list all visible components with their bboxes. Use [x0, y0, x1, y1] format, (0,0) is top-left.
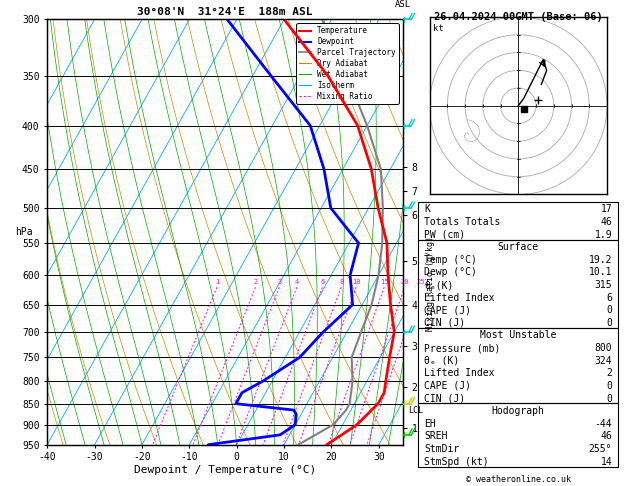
X-axis label: Dewpoint / Temperature (°C): Dewpoint / Temperature (°C)	[134, 465, 316, 475]
Text: 10.1: 10.1	[589, 267, 612, 278]
Text: CAPE (J): CAPE (J)	[425, 381, 471, 391]
Text: Pressure (mb): Pressure (mb)	[425, 343, 501, 353]
Text: 8: 8	[339, 279, 343, 285]
Text: 14: 14	[601, 456, 612, 467]
Text: 324: 324	[594, 356, 612, 365]
Text: Temp (°C): Temp (°C)	[425, 255, 477, 265]
Text: LCL: LCL	[408, 406, 423, 415]
Legend: Temperature, Dewpoint, Parcel Trajectory, Dry Adiabat, Wet Adiabat, Isotherm, Mi: Temperature, Dewpoint, Parcel Trajectory…	[296, 23, 399, 104]
Text: 3: 3	[277, 279, 281, 285]
Text: PW (cm): PW (cm)	[425, 229, 465, 240]
Title: 30°08'N  31°24'E  188m ASL: 30°08'N 31°24'E 188m ASL	[137, 7, 313, 17]
Text: Mixing Ratio (g/kg): Mixing Ratio (g/kg)	[426, 236, 435, 330]
Text: hPa: hPa	[15, 227, 33, 237]
Text: © weatheronline.co.uk: © weatheronline.co.uk	[466, 474, 571, 484]
Text: 2: 2	[253, 279, 257, 285]
Text: 1.9: 1.9	[594, 229, 612, 240]
Text: 4: 4	[294, 279, 299, 285]
Text: 25: 25	[417, 279, 425, 285]
Text: CAPE (J): CAPE (J)	[425, 305, 471, 315]
Text: 0: 0	[606, 394, 612, 403]
Text: Totals Totals: Totals Totals	[425, 217, 501, 227]
Text: 46: 46	[601, 432, 612, 441]
Text: 2: 2	[606, 368, 612, 378]
Text: 0: 0	[606, 305, 612, 315]
Text: -44: -44	[594, 419, 612, 429]
Text: SREH: SREH	[425, 432, 448, 441]
Text: StmDir: StmDir	[425, 444, 460, 454]
Text: CIN (J): CIN (J)	[425, 394, 465, 403]
Text: 10: 10	[352, 279, 360, 285]
Text: 26.04.2024 00GMT (Base: 06): 26.04.2024 00GMT (Base: 06)	[434, 12, 603, 22]
Text: θₑ (K): θₑ (K)	[425, 356, 460, 365]
Text: Lifted Index: Lifted Index	[425, 293, 495, 303]
Text: 6: 6	[320, 279, 325, 285]
Text: 255°: 255°	[589, 444, 612, 454]
Text: Hodograph: Hodograph	[492, 406, 545, 416]
Text: Surface: Surface	[498, 242, 539, 252]
Text: θₑ(K): θₑ(K)	[425, 280, 454, 290]
Text: 1: 1	[215, 279, 219, 285]
Text: Dewp (°C): Dewp (°C)	[425, 267, 477, 278]
Text: 6: 6	[606, 293, 612, 303]
Bar	[418, 403, 618, 467]
Text: Most Unstable: Most Unstable	[480, 330, 557, 341]
Text: K: K	[425, 204, 430, 214]
Text: 17: 17	[601, 204, 612, 214]
Text: 15: 15	[380, 279, 389, 285]
Text: km
ASL: km ASL	[394, 0, 411, 9]
Bar	[418, 202, 618, 240]
Text: 19.2: 19.2	[589, 255, 612, 265]
Text: CIN (J): CIN (J)	[425, 318, 465, 328]
Bar	[418, 240, 618, 328]
Text: 0: 0	[606, 318, 612, 328]
Text: 315: 315	[594, 280, 612, 290]
Text: Lifted Index: Lifted Index	[425, 368, 495, 378]
Text: 20: 20	[401, 279, 409, 285]
Text: 0: 0	[606, 381, 612, 391]
Text: 46: 46	[601, 217, 612, 227]
Text: StmSpd (kt): StmSpd (kt)	[425, 456, 489, 467]
Bar	[418, 328, 618, 403]
Text: kt: kt	[433, 24, 444, 33]
Text: EH: EH	[425, 419, 436, 429]
Text: 800: 800	[594, 343, 612, 353]
